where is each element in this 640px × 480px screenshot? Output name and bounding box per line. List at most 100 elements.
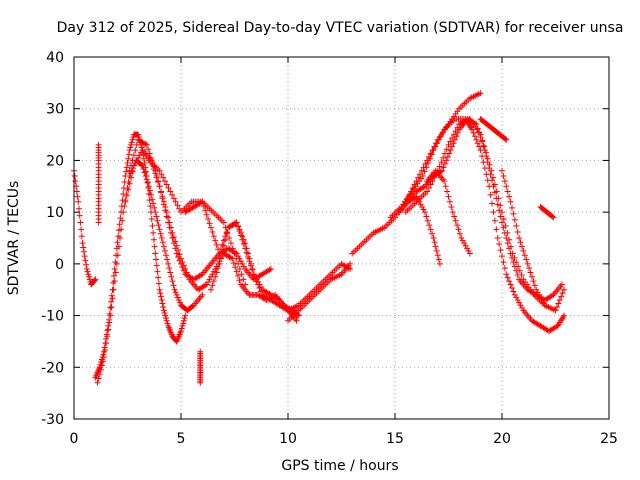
data-point bbox=[454, 222, 461, 229]
data-point bbox=[72, 178, 79, 185]
data-point bbox=[499, 253, 505, 260]
data-point bbox=[232, 249, 239, 256]
x-tick-label: 10 bbox=[279, 431, 297, 447]
data-point bbox=[436, 260, 443, 267]
data-point bbox=[128, 174, 135, 181]
data-point bbox=[155, 222, 162, 229]
data-point bbox=[108, 303, 115, 310]
data-point bbox=[233, 255, 240, 262]
data-point bbox=[154, 217, 161, 224]
data-point bbox=[162, 203, 169, 210]
data-point bbox=[146, 150, 153, 157]
data-point bbox=[123, 192, 130, 199]
data-point bbox=[235, 223, 242, 230]
data-point bbox=[433, 247, 440, 254]
data-point bbox=[506, 193, 513, 200]
data-point bbox=[236, 277, 243, 284]
data-point bbox=[503, 235, 510, 241]
data-point bbox=[157, 230, 164, 237]
y-tick-label: 40 bbox=[46, 50, 64, 66]
data-point bbox=[514, 272, 521, 279]
data-point bbox=[163, 317, 170, 324]
data-point bbox=[149, 196, 156, 203]
data-point bbox=[113, 260, 120, 267]
data-point bbox=[169, 235, 176, 241]
data-point bbox=[237, 232, 244, 239]
data-point bbox=[206, 220, 213, 227]
data-point bbox=[266, 266, 273, 273]
data-point bbox=[128, 139, 135, 146]
data-point bbox=[454, 129, 461, 136]
data-point bbox=[431, 239, 438, 246]
data-point bbox=[444, 188, 451, 195]
data-point bbox=[421, 209, 428, 216]
data-point bbox=[490, 209, 497, 216]
data-point bbox=[432, 143, 439, 150]
data-point bbox=[71, 172, 78, 179]
data-point bbox=[162, 312, 169, 319]
data-point bbox=[504, 240, 511, 247]
data-point bbox=[212, 237, 219, 244]
data-point bbox=[152, 250, 159, 257]
data-point bbox=[165, 214, 172, 221]
data-point bbox=[176, 205, 183, 212]
data-point bbox=[182, 266, 189, 273]
data-point bbox=[537, 294, 544, 301]
data-point bbox=[510, 210, 517, 217]
data-point bbox=[139, 162, 146, 169]
data-point bbox=[534, 289, 541, 296]
data-point bbox=[484, 159, 491, 166]
data-point bbox=[476, 129, 483, 136]
data-point bbox=[452, 217, 459, 224]
data-point bbox=[418, 167, 425, 174]
x-tick-label: 20 bbox=[493, 431, 511, 447]
data-point bbox=[106, 319, 113, 326]
data-point bbox=[235, 260, 242, 267]
data-point bbox=[107, 304, 114, 311]
data-point bbox=[126, 167, 133, 174]
data-point bbox=[447, 138, 454, 145]
data-point bbox=[242, 281, 249, 288]
series-arc-t bbox=[499, 167, 548, 309]
data-point bbox=[160, 243, 167, 250]
data-point bbox=[256, 281, 263, 288]
data-point bbox=[451, 213, 458, 220]
data-point bbox=[417, 201, 424, 208]
data-point bbox=[434, 140, 441, 147]
data-point bbox=[229, 245, 236, 252]
data-point bbox=[209, 228, 216, 235]
data-point bbox=[465, 247, 472, 254]
data-point bbox=[231, 250, 238, 257]
data-point bbox=[232, 220, 239, 227]
data-point bbox=[420, 206, 427, 213]
data-point bbox=[513, 222, 520, 229]
data-point bbox=[413, 193, 420, 200]
data-point bbox=[123, 164, 130, 171]
data-point bbox=[135, 154, 142, 161]
data-point bbox=[145, 146, 152, 153]
data-point bbox=[423, 164, 430, 171]
data-point bbox=[79, 240, 86, 247]
data-point bbox=[434, 252, 441, 259]
data-point bbox=[217, 254, 224, 261]
data-point bbox=[538, 297, 545, 304]
data-point bbox=[249, 266, 256, 273]
data-point bbox=[236, 228, 243, 235]
data-point bbox=[158, 171, 165, 178]
data-point bbox=[446, 198, 453, 205]
data-point bbox=[224, 229, 231, 236]
data-point bbox=[115, 243, 122, 250]
data-point bbox=[129, 168, 136, 175]
data-point bbox=[102, 347, 109, 354]
y-tick-label: -20 bbox=[41, 360, 64, 376]
data-point bbox=[132, 147, 139, 154]
data-point bbox=[508, 254, 515, 261]
data-point bbox=[166, 265, 173, 272]
data-point bbox=[232, 264, 239, 271]
data-point bbox=[240, 241, 247, 248]
data-point bbox=[168, 224, 175, 231]
data-point bbox=[172, 238, 179, 245]
data-point bbox=[530, 278, 537, 285]
data-point bbox=[517, 239, 524, 246]
data-point bbox=[118, 226, 125, 233]
